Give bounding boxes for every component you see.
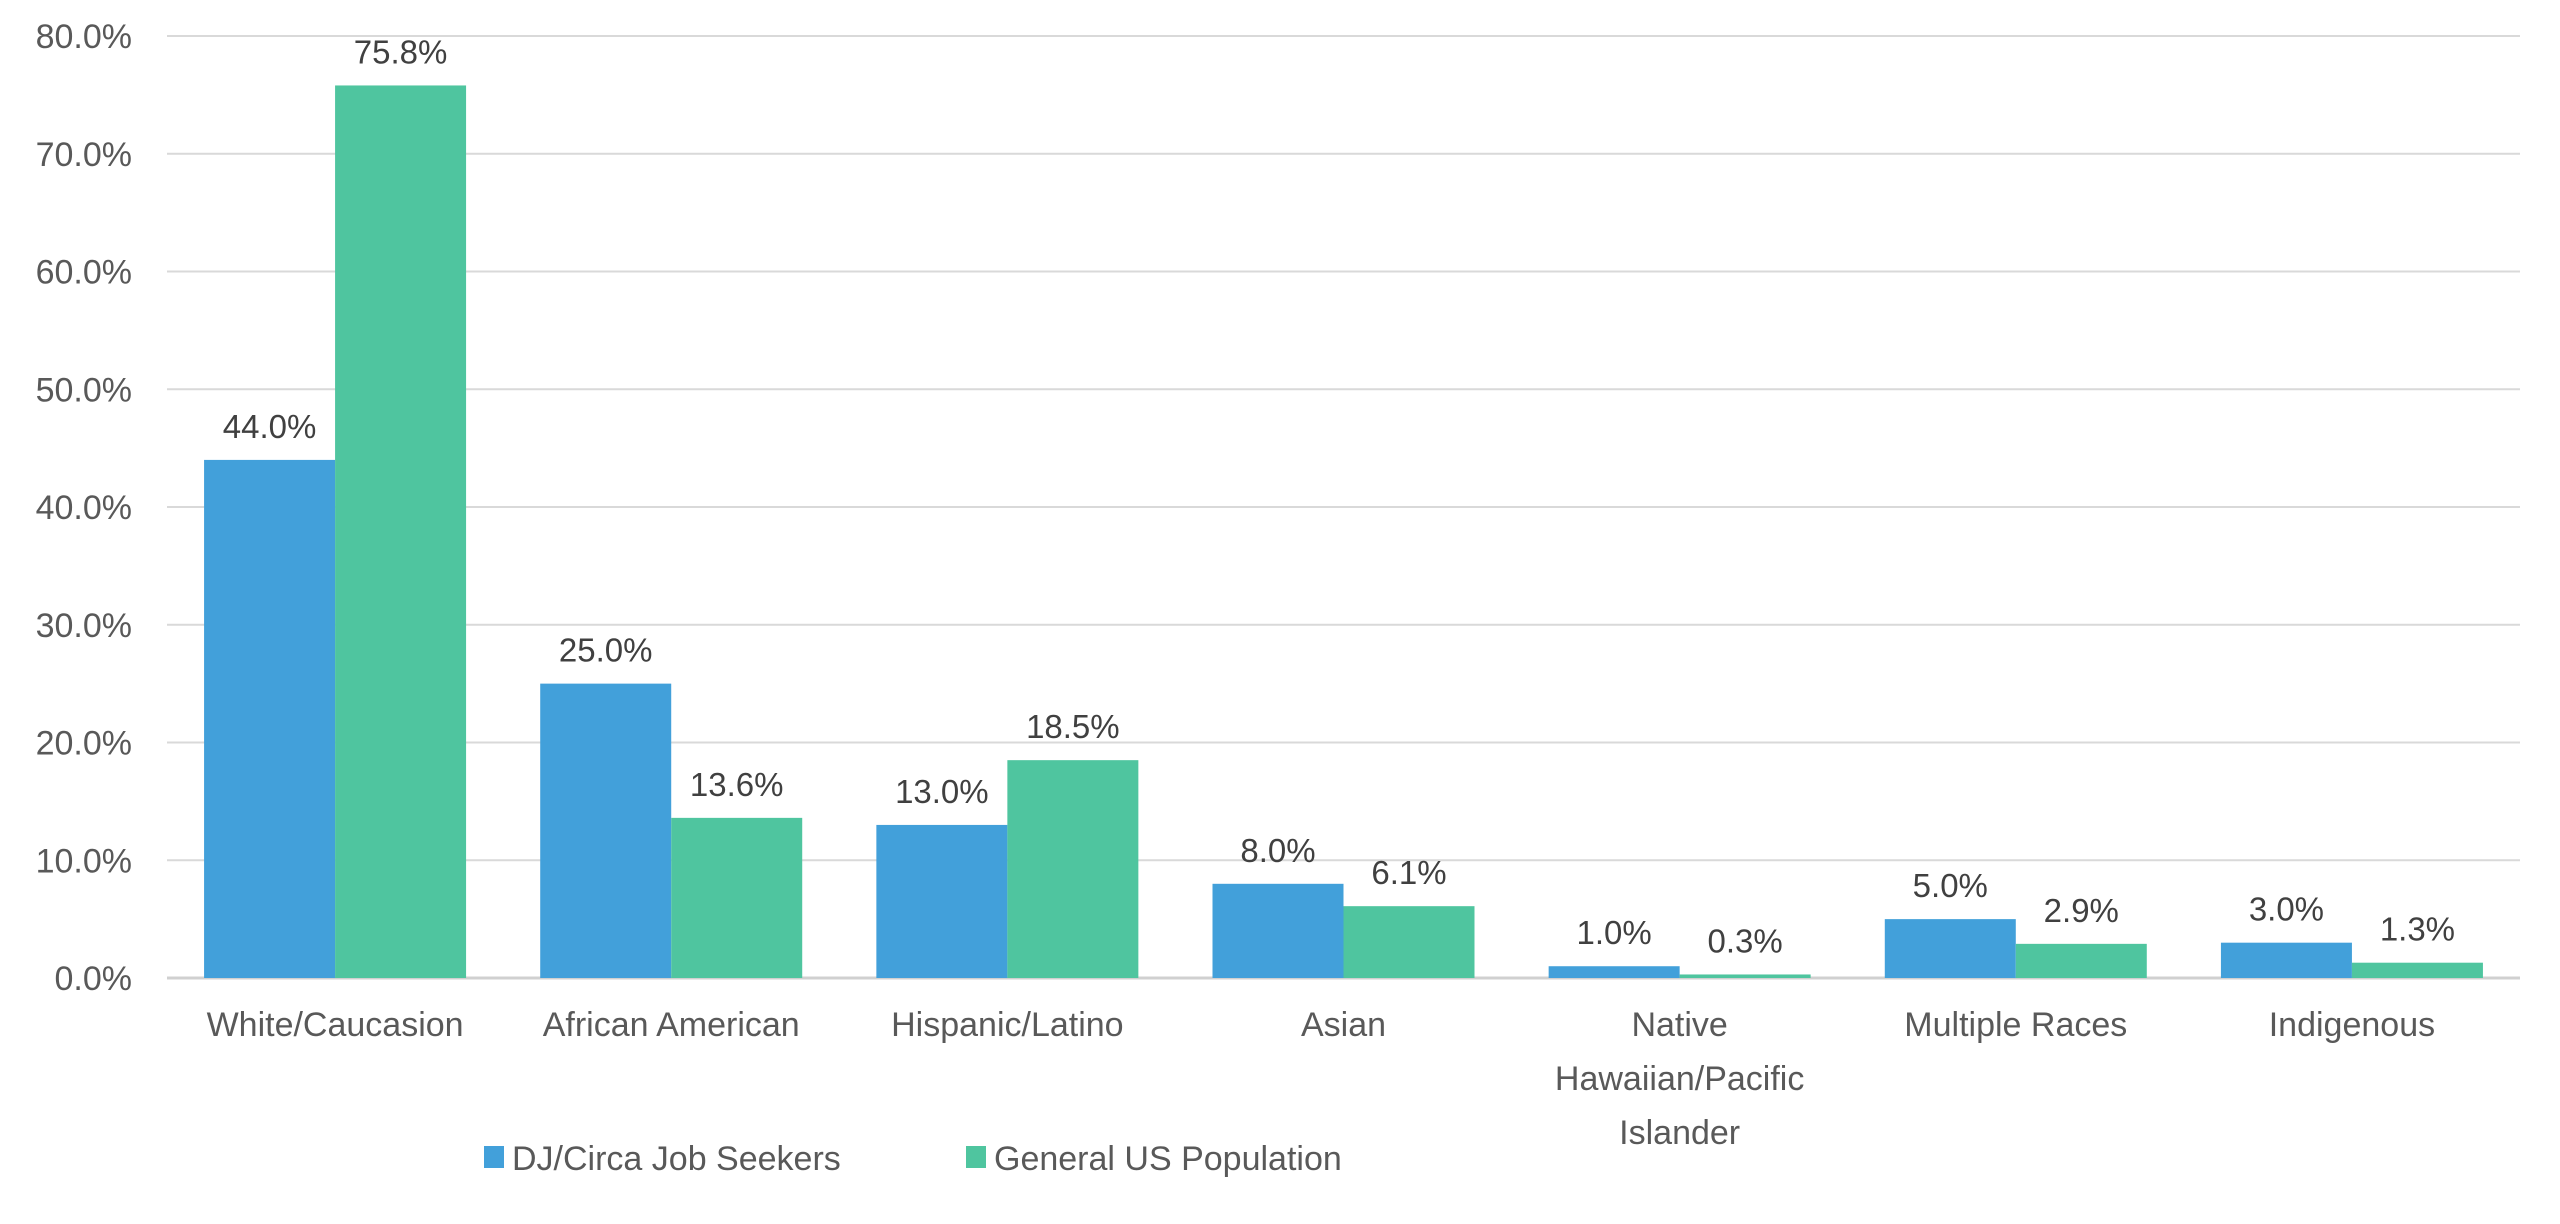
x-category-label: Multiple Races	[1904, 1006, 2127, 1044]
y-tick-label: 30.0%	[36, 607, 132, 645]
bar-job-seekers	[1884, 919, 2016, 978]
data-label: 13.0%	[895, 773, 989, 810]
bar-job-seekers	[876, 824, 1008, 978]
data-label: 13.6%	[690, 766, 784, 803]
x-category-label: African American	[543, 1006, 800, 1044]
x-category-label: Hispanic/Latino	[891, 1006, 1123, 1044]
bar-job-seekers	[1548, 966, 1680, 978]
bar-us-population	[1343, 906, 1475, 978]
data-label: 6.1%	[1371, 854, 1446, 891]
bar-us-population	[2351, 962, 2483, 978]
data-label: 0.3%	[1708, 922, 1783, 959]
legend-label: General US Population	[994, 1140, 1342, 1178]
bar-job-seekers	[204, 459, 336, 978]
legend-label: DJ/Circa Job Seekers	[512, 1140, 841, 1178]
data-label: 25.0%	[559, 632, 653, 669]
bar-job-seekers	[1212, 883, 1344, 978]
x-category-label: Indigenous	[2269, 1006, 2435, 1044]
bar-job-seekers	[540, 683, 672, 978]
data-label: 18.5%	[1026, 708, 1120, 745]
data-label: 75.8%	[354, 33, 448, 70]
y-tick-label: 0.0%	[55, 960, 133, 998]
y-tick-label: 40.0%	[36, 489, 132, 527]
bar-us-population	[671, 817, 803, 978]
data-label: 3.0%	[2249, 891, 2324, 928]
data-label: 1.0%	[1577, 914, 1652, 951]
y-tick-label: 80.0%	[36, 18, 132, 56]
data-label: 2.9%	[2044, 892, 2119, 929]
bar-job-seekers	[2220, 942, 2352, 978]
legend-swatch-job-seekers	[484, 1146, 504, 1168]
y-tick-label: 50.0%	[36, 371, 132, 409]
bar-us-population	[2015, 943, 2147, 978]
y-tick-label: 70.0%	[36, 136, 132, 174]
data-label: 5.0%	[1913, 867, 1988, 904]
y-tick-label: 20.0%	[36, 725, 132, 763]
y-tick-label: 10.0%	[36, 842, 132, 880]
data-label: 8.0%	[1240, 832, 1315, 869]
x-category-label: Hawaiian/Pacific	[1555, 1060, 1804, 1098]
data-label: 1.3%	[2380, 911, 2455, 948]
x-category-label: Islander	[1619, 1114, 1740, 1152]
x-category-label: White/Caucasion	[207, 1006, 464, 1044]
x-category-label: Asian	[1301, 1006, 1386, 1044]
data-label: 44.0%	[223, 408, 317, 445]
bar-us-population	[335, 85, 467, 978]
x-category-label: Native	[1631, 1006, 1727, 1044]
legend-swatch-us-population	[966, 1146, 986, 1168]
bar-us-population	[1007, 760, 1139, 978]
bar-us-population	[1679, 974, 1811, 978]
y-tick-label: 60.0%	[36, 254, 132, 292]
